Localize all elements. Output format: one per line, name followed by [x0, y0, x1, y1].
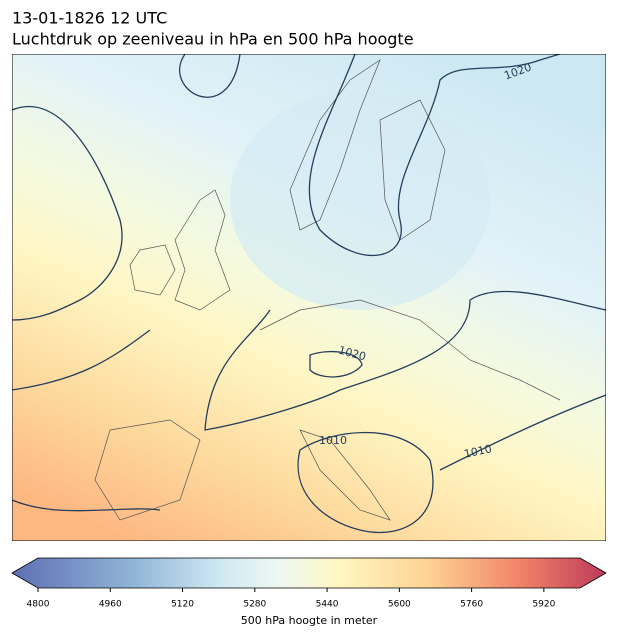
- colorbar-tick-label: 4960: [99, 600, 122, 610]
- colorbar-tick-label: 5600: [388, 600, 411, 610]
- colorbar-tick-label: 5280: [243, 600, 266, 610]
- coastlines: [94, 59, 561, 521]
- colorbar-tick-label: 5760: [460, 600, 483, 610]
- contour-label: 1010: [319, 434, 347, 447]
- colorbar-label: 500 hPa hoogte in meter: [241, 614, 378, 627]
- colorbar-tick-label: 5120: [171, 600, 194, 610]
- colorbar-tick-label: 5920: [532, 600, 555, 610]
- height-field: [230, 90, 490, 310]
- colorbar-body: [11, 557, 607, 589]
- map: [12, 54, 606, 541]
- subtitle: Luchtdruk op zeeniveau in hPa en 500 hPa…: [12, 30, 414, 49]
- colorbar: 4800 4960 5120 5280 5440 5600 5760 5920: [11, 557, 607, 610]
- title: 13-01-1826 12 UTC: [12, 9, 167, 28]
- colorbar-tick-label: 5440: [316, 600, 339, 610]
- contour-label: 1010: [463, 442, 493, 461]
- colorbar-tick-label: 4800: [27, 600, 50, 610]
- isobars: [12, 54, 606, 534]
